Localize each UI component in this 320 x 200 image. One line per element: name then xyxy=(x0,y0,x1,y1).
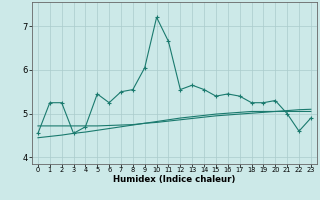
X-axis label: Humidex (Indice chaleur): Humidex (Indice chaleur) xyxy=(113,175,236,184)
